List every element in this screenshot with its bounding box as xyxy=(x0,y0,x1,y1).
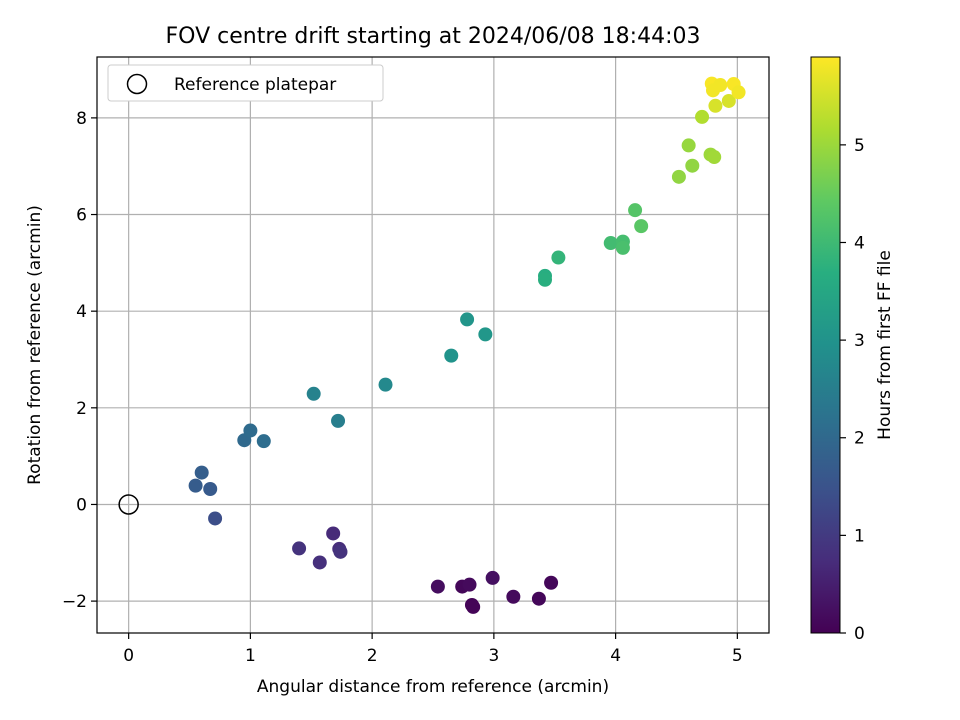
data-point xyxy=(243,423,258,438)
data-point xyxy=(378,377,393,392)
y-tick-label: 4 xyxy=(76,302,87,322)
colorbar-tick-label: 3 xyxy=(854,331,865,351)
data-point xyxy=(634,219,649,234)
data-point xyxy=(615,240,630,255)
colorbar-label: Hours from first FF file xyxy=(875,250,895,440)
data-point xyxy=(538,272,552,287)
data-point xyxy=(531,591,546,606)
data-point xyxy=(671,169,686,184)
data-point xyxy=(721,93,736,108)
data-point xyxy=(292,541,307,556)
colorbar xyxy=(810,56,841,634)
x-tick-label: 0 xyxy=(123,646,134,666)
plot-background xyxy=(97,57,769,633)
data-point xyxy=(681,138,696,153)
data-point xyxy=(685,158,700,173)
data-point xyxy=(208,511,223,526)
data-point xyxy=(430,579,445,594)
data-point xyxy=(460,312,475,327)
y-tick-label: 0 xyxy=(76,495,87,515)
data-point xyxy=(466,599,481,614)
data-point xyxy=(444,348,459,363)
data-point xyxy=(695,109,710,124)
axis-ticks: 0 1 2 3 4 5 −2 0 2 4 6 8 xyxy=(62,109,743,666)
reference-platepar-marker xyxy=(118,494,139,515)
y-tick-label: 8 xyxy=(76,109,87,129)
data-point xyxy=(333,544,348,559)
colorbar-ticks: 0 1 2 3 4 5 xyxy=(840,136,865,644)
x-tick-label: 5 xyxy=(732,646,743,666)
x-tick-label: 2 xyxy=(367,646,378,666)
data-point xyxy=(306,386,321,401)
y-tick-label: 2 xyxy=(76,399,87,419)
colorbar-tick-label: 4 xyxy=(854,233,865,253)
data-point xyxy=(478,327,493,342)
grid-lines xyxy=(97,57,769,633)
data-point xyxy=(331,413,346,428)
y-axis-label: Rotation from reference (arcmin) xyxy=(25,205,45,485)
colorbar-tick-label: 2 xyxy=(854,429,865,449)
data-point xyxy=(326,526,341,541)
data-point xyxy=(312,555,327,570)
legend-marker xyxy=(126,73,148,95)
data-point xyxy=(203,482,218,496)
data-point xyxy=(544,575,559,590)
colorbar-tick-label: 1 xyxy=(854,526,865,546)
data-point xyxy=(628,203,643,218)
data-points xyxy=(188,76,746,614)
x-tick-label: 1 xyxy=(245,646,256,666)
data-point xyxy=(713,78,728,93)
x-tick-label: 3 xyxy=(488,646,499,666)
colorbar-tick-label: 5 xyxy=(854,136,865,156)
data-point xyxy=(708,98,723,113)
y-tick-label: −2 xyxy=(62,592,87,612)
data-point xyxy=(731,85,746,100)
x-axis-label: Angular distance from reference (arcmin) xyxy=(257,677,609,697)
data-point xyxy=(551,250,566,265)
data-point xyxy=(256,434,271,449)
chart-title: FOV centre drift starting at 2024/06/08 … xyxy=(166,24,701,49)
data-point xyxy=(506,589,521,604)
y-tick-label: 6 xyxy=(76,206,87,226)
data-point xyxy=(485,570,500,585)
data-point xyxy=(462,577,477,592)
data-point xyxy=(194,465,209,480)
data-point xyxy=(603,236,618,251)
plot-frame xyxy=(96,56,770,634)
data-point xyxy=(707,150,722,165)
colorbar-tick-label: 0 xyxy=(854,624,865,644)
legend: Reference platepar xyxy=(107,64,384,102)
data-point xyxy=(188,478,203,493)
legend-box xyxy=(107,64,384,102)
x-tick-label: 4 xyxy=(610,646,621,666)
legend-label-reference: Reference platepar xyxy=(174,75,336,95)
